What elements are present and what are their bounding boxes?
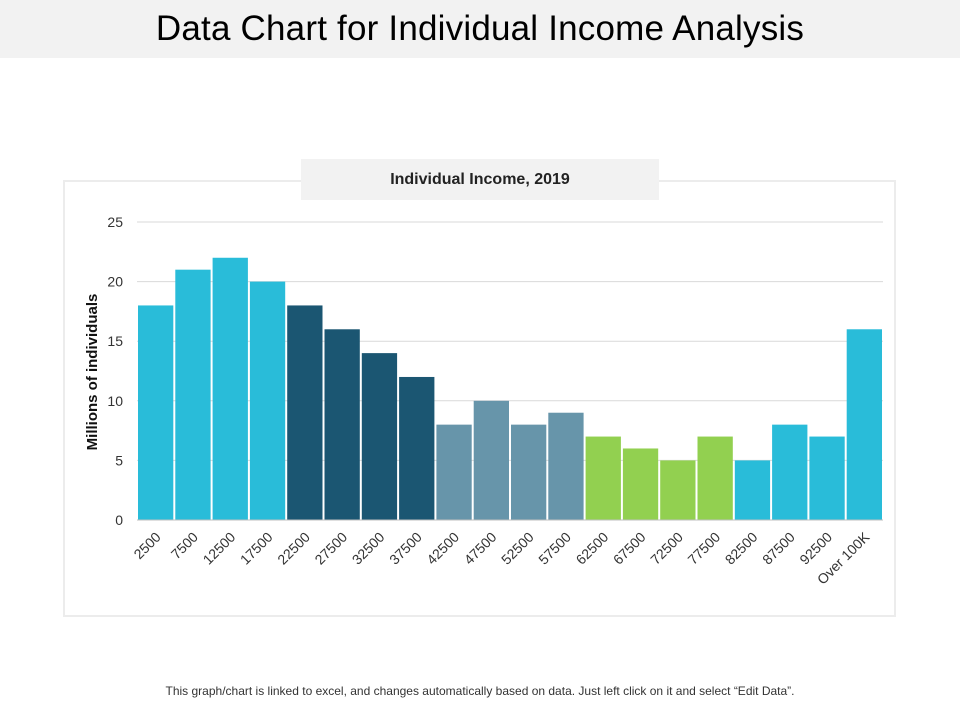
title-bar: Data Chart for Individual Income Analysi… xyxy=(0,0,960,58)
x-tick-label: 67500 xyxy=(610,529,649,568)
x-tick-label: 37500 xyxy=(386,529,425,568)
x-tick-label: 12500 xyxy=(200,529,239,568)
bar-67500 xyxy=(622,448,659,520)
bar-17500 xyxy=(249,281,286,520)
bar-over-100k xyxy=(846,329,882,520)
bar-52500 xyxy=(511,424,547,520)
bar-92500 xyxy=(809,436,845,520)
bar-47500 xyxy=(473,400,509,520)
footer-note: This graph/chart is linked to excel, and… xyxy=(165,684,795,698)
x-tick-label: 7500 xyxy=(168,529,201,562)
y-tick-label: 10 xyxy=(107,393,123,409)
bar-87500 xyxy=(772,424,808,520)
bar-2500 xyxy=(138,305,174,520)
bar-42500 xyxy=(436,424,472,520)
bar-7500 xyxy=(175,269,211,520)
bar-62500 xyxy=(585,436,621,520)
x-tick-label: 47500 xyxy=(461,529,500,568)
x-tick-label: 32500 xyxy=(349,529,388,568)
bar-82500 xyxy=(734,460,771,520)
bar-32500 xyxy=(361,353,398,520)
y-axis-label: Millions of individuals xyxy=(84,294,101,451)
x-tick-label: 2500 xyxy=(130,529,163,562)
x-tick-label: 27500 xyxy=(311,529,350,568)
y-tick-label: 5 xyxy=(115,452,123,468)
bar-12500 xyxy=(212,257,248,520)
x-tick-label: 62500 xyxy=(573,529,612,568)
bar-72500 xyxy=(660,460,696,520)
page-title: Data Chart for Individual Income Analysi… xyxy=(155,9,805,48)
bar-77500 xyxy=(697,436,733,520)
x-tick-label: 42500 xyxy=(423,529,462,568)
chart-title-box: Individual Income, 2019 xyxy=(301,159,659,200)
chart-title: Individual Income, 2019 xyxy=(390,170,570,188)
x-tick-label: 22500 xyxy=(274,529,313,568)
bar-27500 xyxy=(324,329,360,520)
x-tick-label: 82500 xyxy=(722,529,761,568)
y-tick-label: 15 xyxy=(107,333,123,349)
x-tick-label: 72500 xyxy=(647,529,686,568)
x-tick-label: 17500 xyxy=(237,529,276,568)
bar-37500 xyxy=(399,376,435,520)
x-tick-label: 57500 xyxy=(535,529,574,568)
x-tick-label: 87500 xyxy=(759,529,798,568)
x-tick-label: 77500 xyxy=(684,529,723,568)
bar-22500 xyxy=(287,305,323,520)
bar-57500 xyxy=(548,412,584,520)
y-tick-label: 0 xyxy=(115,512,123,528)
x-tick-label: 52500 xyxy=(498,529,537,568)
y-tick-label: 20 xyxy=(107,274,123,290)
y-tick-label: 25 xyxy=(107,214,123,230)
